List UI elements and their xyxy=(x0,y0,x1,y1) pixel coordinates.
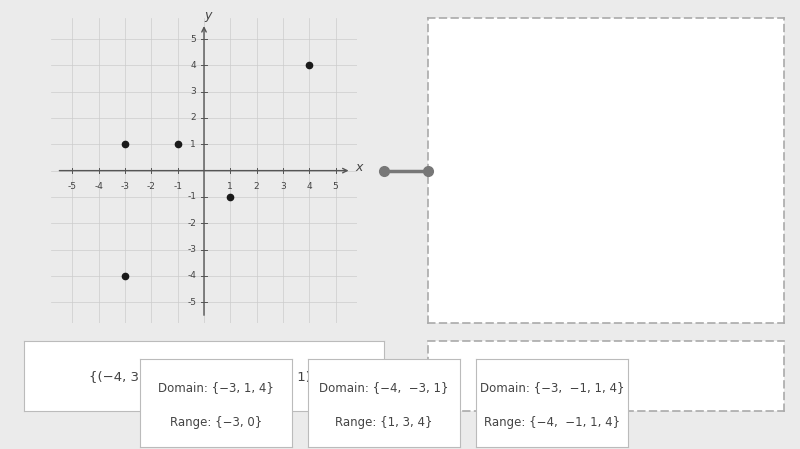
Text: -2: -2 xyxy=(147,182,156,191)
Text: Range: {−3, 0}: Range: {−3, 0} xyxy=(170,416,262,429)
Text: Range: {−4,  −1, 1, 4}: Range: {−4, −1, 1, 4} xyxy=(484,416,620,429)
Text: 1: 1 xyxy=(227,182,233,191)
Text: 3: 3 xyxy=(190,87,196,96)
Text: y: y xyxy=(204,9,212,22)
Text: 3: 3 xyxy=(280,182,286,191)
Text: -5: -5 xyxy=(68,182,77,191)
Text: Range: {1, 3, 4}: Range: {1, 3, 4} xyxy=(335,416,433,429)
Text: -4: -4 xyxy=(94,182,103,191)
Text: 5: 5 xyxy=(333,182,338,191)
Text: 2: 2 xyxy=(190,114,196,123)
Text: 4: 4 xyxy=(190,61,196,70)
Text: Domain: {−4,  −3, 1}: Domain: {−4, −3, 1} xyxy=(319,381,449,394)
Text: x: x xyxy=(355,162,362,175)
Text: {(−4, 3) , (−4, 4) , (−3, 1) , (1, 1)}: {(−4, 3) , (−4, 4) , (−3, 1) , (1, 1)} xyxy=(89,370,319,383)
Text: -3: -3 xyxy=(121,182,130,191)
Text: -4: -4 xyxy=(187,271,196,281)
Text: -1: -1 xyxy=(187,193,196,202)
Text: 2: 2 xyxy=(254,182,259,191)
Text: 5: 5 xyxy=(190,35,196,44)
Text: -2: -2 xyxy=(187,219,196,228)
Text: Domain: {−3,  −1, 1, 4}: Domain: {−3, −1, 1, 4} xyxy=(480,381,624,394)
Text: -5: -5 xyxy=(187,298,196,307)
Text: 1: 1 xyxy=(190,140,196,149)
Text: -3: -3 xyxy=(187,245,196,254)
Text: Domain: {−3, 1, 4}: Domain: {−3, 1, 4} xyxy=(158,381,274,394)
Text: 4: 4 xyxy=(306,182,312,191)
Text: -1: -1 xyxy=(173,182,182,191)
